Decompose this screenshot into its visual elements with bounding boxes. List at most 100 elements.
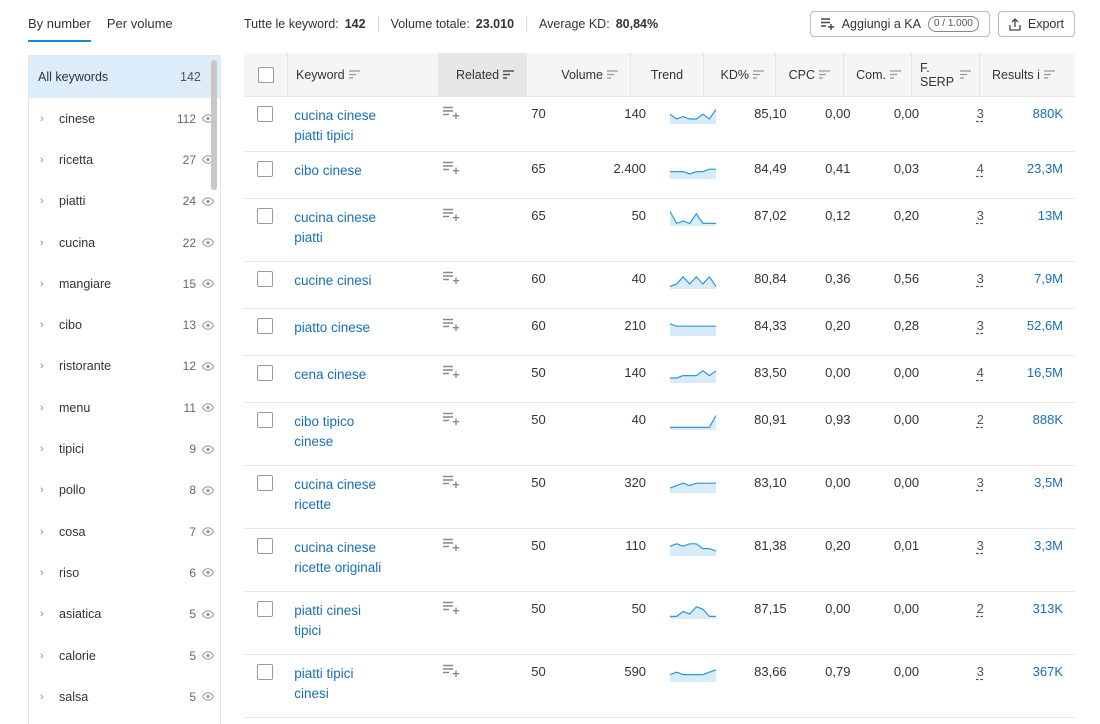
row-checkbox[interactable] [257, 318, 274, 334]
keyword-link[interactable]: cucina cinese ricette originali [294, 538, 430, 578]
eye-icon[interactable] [196, 527, 220, 536]
chevron-right-icon[interactable]: › [40, 484, 44, 497]
row-checkbox[interactable] [257, 365, 274, 381]
row-checkbox[interactable] [257, 271, 274, 287]
serp-features-link[interactable]: 4 [976, 365, 984, 380]
results-link[interactable]: 7,9M [1034, 271, 1064, 286]
sidebar-item-cosa[interactable]: › cosa 7 [29, 511, 220, 552]
export-button[interactable]: Export [997, 11, 1075, 37]
keyword-link[interactable]: cucina cinese ricette [294, 475, 430, 515]
chevron-right-icon[interactable]: › [40, 525, 44, 538]
sidebar-item-cucina[interactable]: › cucina 22 [29, 222, 220, 263]
keyword-link[interactable]: piatti cinesi tipici [294, 601, 430, 641]
chevron-right-icon[interactable]: › [40, 319, 44, 332]
sidebar-item-all-keywords[interactable]: All keywords 142 [29, 56, 220, 98]
row-checkbox[interactable] [257, 208, 274, 224]
playlist-add-icon[interactable] [442, 106, 460, 151]
chevron-right-icon[interactable]: › [40, 153, 44, 166]
tab-per-volume[interactable]: Per volume [106, 16, 173, 31]
keyword-link[interactable]: cucina cinese piatti tipici [294, 106, 430, 146]
chevron-right-icon[interactable]: › [40, 443, 44, 456]
eye-icon[interactable] [196, 651, 220, 660]
sidebar-item-calorie[interactable]: › calorie 5 [29, 635, 220, 676]
header-results[interactable]: Results i [980, 53, 1075, 96]
sidebar-item-pollo[interactable]: › pollo 8 [29, 470, 220, 511]
eye-icon[interactable] [196, 403, 220, 412]
playlist-add-icon[interactable] [442, 161, 460, 198]
chevron-right-icon[interactable]: › [40, 401, 44, 414]
row-checkbox[interactable] [257, 412, 274, 428]
serp-features-link[interactable]: 3 [976, 318, 984, 333]
header-serp[interactable]: F. SERP [912, 53, 980, 96]
sidebar-item-cibo[interactable]: › cibo 13 [29, 304, 220, 345]
playlist-add-icon[interactable] [442, 365, 460, 402]
keyword-link[interactable]: piatti tipici cinesi [294, 664, 430, 704]
sidebar-item-cinese[interactable]: › cinese 112 [29, 98, 220, 139]
results-link[interactable]: 23,3M [1026, 161, 1064, 176]
eye-icon[interactable] [196, 238, 220, 247]
eye-icon[interactable] [196, 279, 220, 289]
chevron-right-icon[interactable]: › [40, 690, 44, 703]
chevron-right-icon[interactable]: › [40, 649, 44, 662]
keyword-link[interactable]: cucina cinese piatti [294, 208, 430, 248]
row-checkbox[interactable] [257, 161, 274, 177]
eye-icon[interactable] [196, 362, 220, 371]
serp-features-link[interactable]: 3 [976, 208, 984, 223]
results-link[interactable]: 16,5M [1026, 365, 1064, 380]
sidebar-item-asiatica[interactable]: › asiatica 5 [29, 594, 220, 635]
tab-by-number[interactable]: By number [28, 8, 91, 42]
serp-features-link[interactable]: 3 [976, 475, 984, 490]
results-link[interactable]: 3,5M [1034, 475, 1064, 490]
serp-features-link[interactable]: 2 [976, 412, 984, 427]
header-volume[interactable]: Volume [527, 53, 631, 96]
serp-features-link[interactable]: 3 [976, 664, 984, 679]
keyword-link[interactable]: cucine cinesi [294, 271, 430, 291]
sidebar-item-salsa[interactable]: › salsa 5 [29, 676, 220, 717]
results-link[interactable]: 313K [1032, 601, 1064, 616]
row-checkbox[interactable] [257, 664, 274, 680]
sidebar-item-menu[interactable]: › menu 11 [29, 387, 220, 428]
results-link[interactable]: 13M [1037, 208, 1064, 223]
eye-icon[interactable] [196, 444, 220, 454]
playlist-add-icon[interactable] [442, 271, 460, 308]
serp-features-link[interactable]: 4 [976, 161, 984, 176]
row-checkbox[interactable] [257, 538, 274, 554]
row-checkbox[interactable] [257, 106, 274, 122]
results-link[interactable]: 880K [1032, 106, 1064, 121]
row-checkbox[interactable] [257, 475, 274, 491]
chevron-right-icon[interactable]: › [40, 360, 44, 373]
chevron-right-icon[interactable]: › [40, 277, 44, 290]
sidebar-item-piatti[interactable]: › piatti 24 [29, 181, 220, 222]
chevron-right-icon[interactable]: › [40, 236, 44, 249]
eye-icon[interactable] [196, 610, 220, 619]
results-link[interactable]: 367K [1032, 664, 1064, 679]
row-checkbox[interactable] [257, 601, 274, 617]
playlist-add-icon[interactable] [442, 601, 460, 654]
serp-features-link[interactable]: 3 [976, 106, 984, 121]
chevron-right-icon[interactable]: › [40, 195, 44, 208]
playlist-add-icon[interactable] [442, 412, 460, 465]
select-all-checkbox[interactable] [257, 66, 274, 83]
results-link[interactable]: 888K [1032, 412, 1064, 427]
eye-icon[interactable] [196, 486, 220, 495]
header-related[interactable]: Related [438, 53, 527, 96]
header-keyword[interactable]: Keyword [288, 53, 438, 96]
serp-features-link[interactable]: 3 [976, 538, 984, 553]
eye-icon[interactable] [196, 197, 220, 206]
playlist-add-icon[interactable] [442, 208, 460, 261]
header-com[interactable]: Com. [844, 53, 912, 96]
sidebar-item-riso[interactable]: › riso 6 [29, 552, 220, 593]
playlist-add-icon[interactable] [442, 475, 460, 528]
chevron-right-icon[interactable]: › [40, 608, 44, 621]
eye-icon[interactable] [196, 568, 220, 578]
chevron-right-icon[interactable]: › [40, 112, 44, 125]
playlist-add-icon[interactable] [442, 538, 460, 591]
eye-icon[interactable] [196, 320, 220, 330]
sidebar-item-ricetta[interactable]: › ricetta 27 [29, 139, 220, 180]
keyword-link[interactable]: cena cinese [294, 365, 430, 385]
sidebar-item-ristorante[interactable]: › ristorante 12 [29, 346, 220, 387]
header-cpc[interactable]: CPC [776, 53, 844, 96]
keyword-link[interactable]: cibo tipico cinese [294, 412, 430, 452]
sidebar-scrollbar[interactable] [211, 60, 217, 190]
sidebar-item-mangiare[interactable]: › mangiare 15 [29, 263, 220, 304]
